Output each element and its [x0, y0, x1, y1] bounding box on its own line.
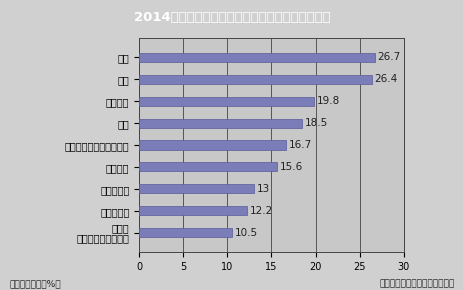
Bar — [139, 184, 253, 193]
Bar — [139, 97, 313, 106]
Text: 10.5: 10.5 — [234, 228, 257, 238]
Text: 2014年上半期　国・地域別の海外観光客数伸び幅: 2014年上半期 国・地域別の海外観光客数伸び幅 — [133, 11, 330, 24]
Text: 13: 13 — [256, 184, 269, 194]
Bar — [139, 53, 374, 62]
Text: 数字は前年比（%）: 数字は前年比（%） — [9, 280, 61, 289]
Text: 出典：経済日報（ＵＮＷＴＯ）: 出典：経済日報（ＵＮＷＴＯ） — [379, 280, 454, 289]
Text: 12.2: 12.2 — [249, 206, 272, 216]
Bar — [139, 140, 286, 150]
Bar — [139, 119, 302, 128]
Text: 18.5: 18.5 — [304, 118, 327, 128]
Text: 26.4: 26.4 — [374, 74, 397, 84]
Bar — [139, 75, 371, 84]
Text: 16.7: 16.7 — [288, 140, 312, 150]
Text: 15.6: 15.6 — [279, 162, 302, 172]
Bar — [139, 228, 232, 237]
Text: 26.7: 26.7 — [376, 52, 400, 62]
Text: 19.8: 19.8 — [316, 96, 339, 106]
Bar — [139, 206, 246, 215]
Bar — [139, 162, 276, 171]
